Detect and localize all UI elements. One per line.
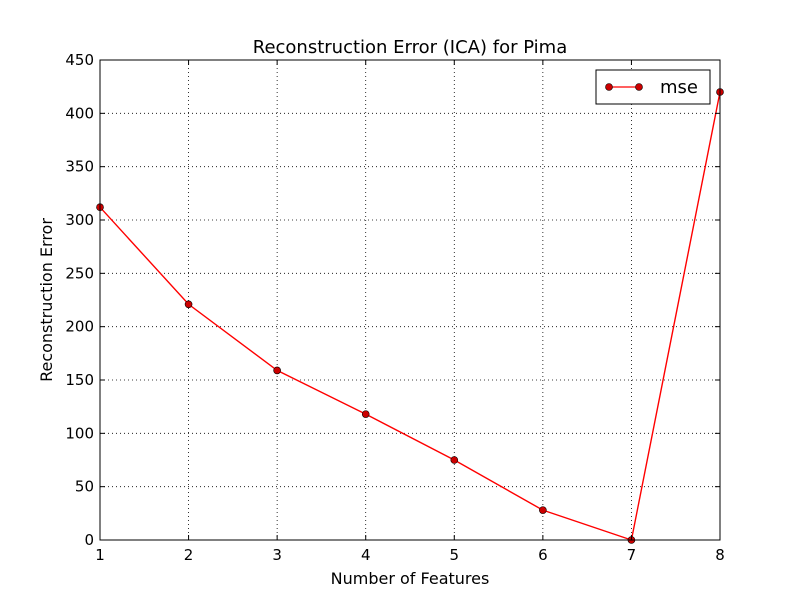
data-point bbox=[539, 506, 547, 514]
x-tick-label: 4 bbox=[361, 546, 371, 564]
y-tick-label: 0 bbox=[84, 531, 94, 549]
y-axis-label: Reconstruction Error bbox=[37, 218, 56, 382]
data-point bbox=[450, 456, 459, 464]
y-tick-label: 250 bbox=[65, 264, 94, 282]
x-tick-label: 3 bbox=[272, 546, 282, 564]
y-tick-label: 150 bbox=[65, 371, 94, 389]
legend-label-mse: mse bbox=[660, 77, 698, 98]
x-axis-label: Number of Features bbox=[331, 569, 490, 588]
legend-marker-end bbox=[635, 83, 643, 91]
legend-marker-start bbox=[605, 83, 613, 91]
x-tick-label: 2 bbox=[184, 546, 194, 564]
data-point bbox=[273, 366, 281, 375]
x-tick-label: 6 bbox=[538, 546, 548, 564]
ticks: 1 2 3 4 5 6 7 8 0 50 100 150 200 250 300 350 400 450 bbox=[65, 51, 724, 564]
y-tick-label: 400 bbox=[65, 104, 94, 122]
chart-title: Reconstruction Error (ICA) for Pima bbox=[253, 37, 567, 58]
series-line-mse bbox=[99, 91, 721, 541]
x-tick-label: 7 bbox=[627, 546, 637, 564]
x-tick-label: 5 bbox=[450, 546, 460, 564]
y-tick-label: 200 bbox=[65, 318, 94, 336]
plot-frame bbox=[99, 59, 721, 541]
data-point bbox=[184, 300, 193, 309]
y-tick-label: 300 bbox=[65, 211, 94, 229]
y-tick-label: 450 bbox=[65, 51, 94, 69]
y-tick-label: 50 bbox=[75, 478, 94, 496]
x-tick-label: 8 bbox=[715, 546, 725, 564]
data-point bbox=[361, 410, 370, 418]
y-tick-label: 350 bbox=[65, 158, 94, 176]
y-tick-label: 100 bbox=[65, 424, 94, 442]
legend: mse bbox=[595, 69, 711, 105]
x-tick-label: 1 bbox=[95, 546, 105, 564]
